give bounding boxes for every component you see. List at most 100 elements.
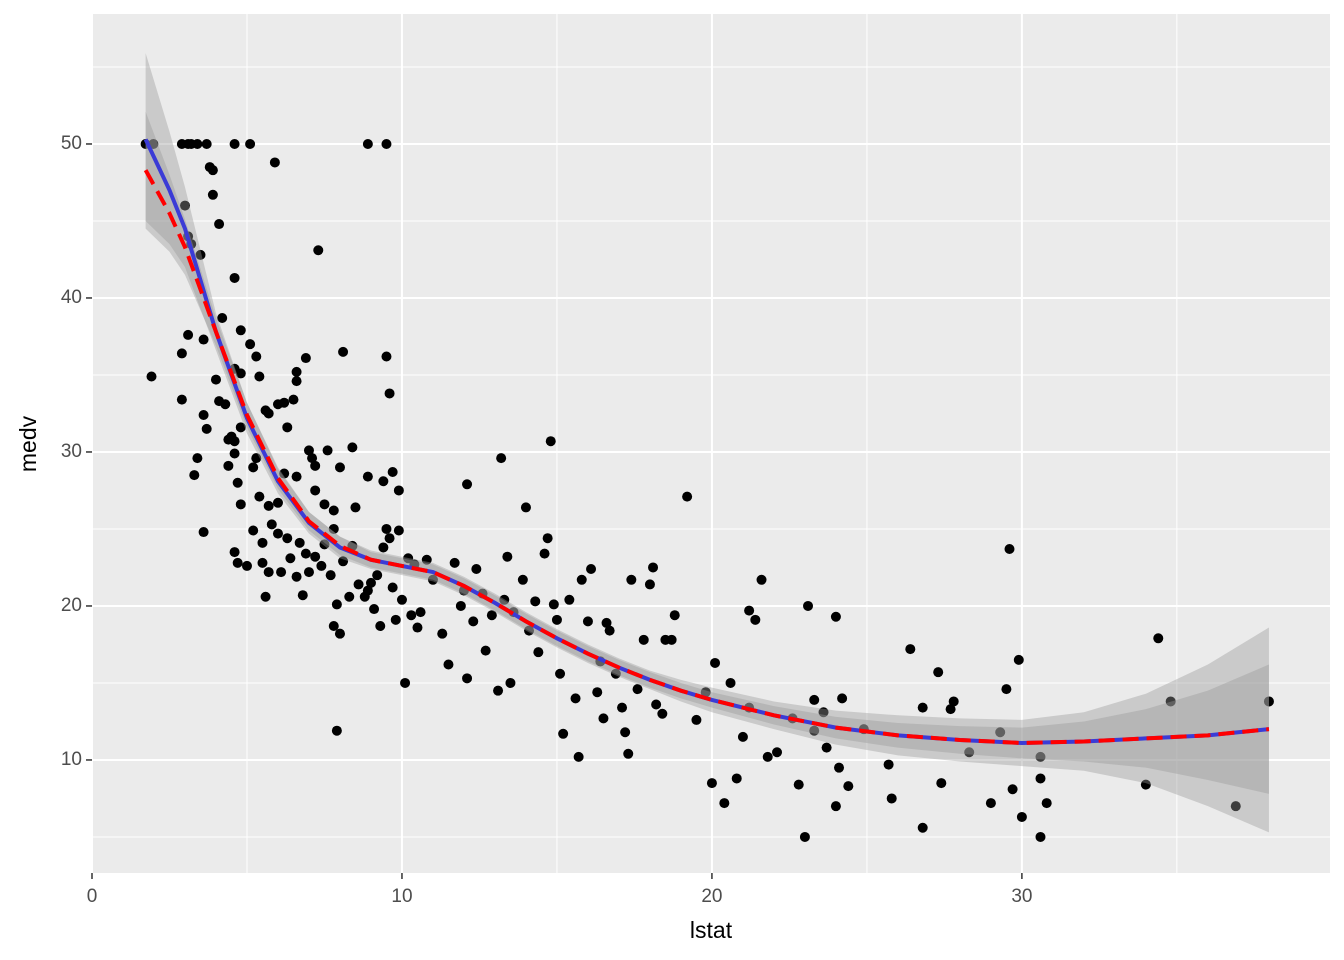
point bbox=[223, 434, 234, 445]
y-tick-label: 20 bbox=[61, 595, 82, 616]
y-tick-label: 30 bbox=[61, 441, 82, 462]
point bbox=[592, 687, 603, 698]
point bbox=[232, 557, 243, 568]
point bbox=[1016, 811, 1027, 822]
point bbox=[480, 645, 491, 656]
point bbox=[1035, 831, 1046, 842]
point bbox=[338, 556, 349, 567]
point bbox=[505, 677, 516, 688]
point bbox=[248, 462, 259, 473]
point bbox=[799, 831, 810, 842]
point bbox=[520, 502, 531, 513]
point bbox=[347, 442, 358, 453]
point bbox=[263, 408, 274, 419]
point bbox=[533, 647, 544, 658]
point bbox=[263, 500, 274, 511]
point bbox=[985, 798, 996, 809]
point bbox=[626, 574, 637, 585]
point bbox=[307, 453, 318, 464]
point bbox=[235, 499, 246, 510]
point bbox=[294, 537, 305, 548]
point bbox=[604, 625, 615, 636]
point bbox=[387, 582, 398, 593]
point bbox=[744, 605, 755, 616]
point bbox=[570, 693, 581, 704]
point bbox=[334, 462, 345, 473]
point bbox=[719, 798, 730, 809]
point bbox=[300, 353, 311, 364]
point bbox=[189, 470, 200, 481]
point bbox=[248, 525, 259, 536]
point bbox=[586, 564, 597, 575]
point bbox=[582, 616, 593, 627]
point bbox=[375, 620, 386, 631]
point bbox=[648, 562, 659, 573]
point bbox=[310, 551, 321, 562]
point bbox=[263, 567, 274, 578]
point bbox=[201, 138, 212, 149]
point bbox=[617, 702, 628, 713]
point bbox=[644, 579, 655, 590]
x-axis-title: lstat bbox=[690, 917, 733, 943]
point bbox=[272, 497, 283, 508]
point bbox=[1263, 696, 1274, 707]
x-tick-label: 0 bbox=[87, 886, 98, 907]
point bbox=[325, 570, 336, 581]
point bbox=[555, 668, 566, 679]
point bbox=[393, 485, 404, 496]
point bbox=[229, 448, 240, 459]
point bbox=[669, 610, 680, 621]
point bbox=[378, 542, 389, 553]
point bbox=[421, 554, 432, 565]
point bbox=[362, 585, 373, 596]
y-tick-label: 50 bbox=[61, 133, 82, 154]
point bbox=[886, 793, 897, 804]
point bbox=[700, 687, 711, 698]
point bbox=[762, 751, 773, 762]
point bbox=[251, 453, 262, 464]
point bbox=[809, 725, 820, 736]
point bbox=[443, 659, 454, 670]
point bbox=[207, 189, 218, 200]
point bbox=[245, 339, 256, 350]
point bbox=[254, 491, 265, 502]
point bbox=[917, 822, 928, 833]
point bbox=[245, 138, 256, 149]
point bbox=[300, 548, 311, 559]
point bbox=[638, 634, 649, 645]
point bbox=[551, 614, 562, 625]
point bbox=[502, 551, 513, 562]
point bbox=[542, 533, 553, 544]
point bbox=[328, 620, 339, 631]
point bbox=[651, 699, 662, 710]
point bbox=[471, 564, 482, 575]
point bbox=[1007, 784, 1018, 795]
point bbox=[691, 714, 702, 725]
point bbox=[731, 773, 742, 784]
point bbox=[545, 436, 556, 447]
point bbox=[1153, 633, 1164, 644]
point bbox=[948, 696, 959, 707]
y-axis-title: medv bbox=[15, 415, 41, 472]
point bbox=[254, 371, 265, 382]
point bbox=[207, 165, 218, 176]
point bbox=[381, 523, 392, 534]
point bbox=[176, 394, 187, 405]
point bbox=[1001, 684, 1012, 695]
point bbox=[1013, 654, 1024, 665]
point bbox=[793, 779, 804, 790]
point bbox=[384, 388, 395, 399]
point bbox=[772, 747, 783, 758]
point bbox=[403, 553, 414, 564]
point bbox=[331, 599, 342, 610]
point bbox=[291, 471, 302, 482]
point bbox=[338, 346, 349, 357]
point bbox=[303, 445, 314, 456]
point bbox=[176, 348, 187, 359]
point bbox=[964, 747, 975, 758]
point bbox=[362, 138, 373, 149]
point bbox=[393, 525, 404, 536]
point bbox=[548, 599, 559, 610]
point bbox=[198, 334, 209, 345]
